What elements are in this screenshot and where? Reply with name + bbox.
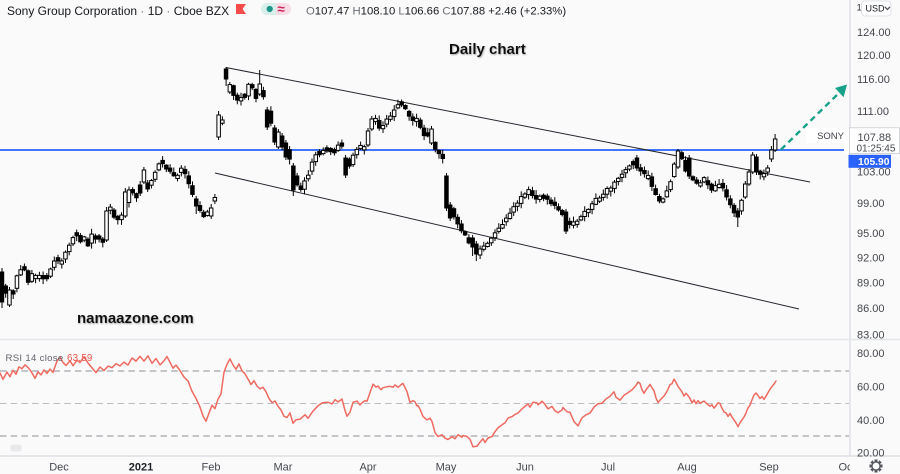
svg-text:124.00: 124.00 xyxy=(857,27,891,39)
svg-text:Jul: Jul xyxy=(601,462,615,474)
svg-text:≈: ≈ xyxy=(278,2,286,17)
svg-text:Sep: Sep xyxy=(759,462,779,474)
svg-text:20.00: 20.00 xyxy=(857,447,885,459)
svg-text:Feb: Feb xyxy=(202,462,221,474)
svg-text:namaazone.com: namaazone.com xyxy=(77,310,194,327)
svg-text:80.00: 80.00 xyxy=(857,348,885,360)
svg-text:107.88: 107.88 xyxy=(858,132,892,144)
svg-text:1: 1 xyxy=(857,3,862,14)
svg-text:Apr: Apr xyxy=(359,462,376,474)
svg-text:01:25:45: 01:25:45 xyxy=(857,143,896,154)
svg-text:86.00: 86.00 xyxy=(857,303,885,315)
svg-text:105.90: 105.90 xyxy=(858,157,890,168)
svg-text:Aug: Aug xyxy=(677,462,697,474)
svg-text:Dec: Dec xyxy=(49,462,69,474)
svg-text:Sony Group Corporation · 1D ·: Sony Group Corporation · 1D · Cboe BZX xyxy=(7,4,229,18)
svg-text:Jun: Jun xyxy=(516,462,534,474)
svg-text:95.00: 95.00 xyxy=(857,228,885,240)
svg-text:SONY: SONY xyxy=(817,131,845,142)
svg-text:RSI 14 close: RSI 14 close xyxy=(6,353,64,364)
svg-text:111.00: 111.00 xyxy=(857,106,889,118)
svg-text:Daily chart: Daily chart xyxy=(449,41,526,58)
svg-text:116.00: 116.00 xyxy=(857,74,890,86)
svg-text:2021: 2021 xyxy=(129,462,153,474)
svg-text:Oct: Oct xyxy=(838,462,855,474)
svg-text:40.00: 40.00 xyxy=(857,415,885,427)
svg-text:O107.47 H108.10 L106.66 C107.8: O107.47 H108.10 L106.66 C107.88 +2.46 (+… xyxy=(306,6,566,18)
svg-text:120.00: 120.00 xyxy=(857,50,891,62)
svg-text:Mar: Mar xyxy=(274,462,293,474)
svg-text:99.00: 99.00 xyxy=(857,198,885,210)
svg-text:USD: USD xyxy=(866,3,886,13)
svg-text:89.00: 89.00 xyxy=(857,277,885,289)
svg-text:60.00: 60.00 xyxy=(857,381,885,393)
svg-text:83.00: 83.00 xyxy=(857,329,885,341)
svg-text:May: May xyxy=(436,462,457,474)
svg-text:92.00: 92.00 xyxy=(857,252,885,264)
svg-text:103.00: 103.00 xyxy=(857,166,891,178)
svg-text:63.59: 63.59 xyxy=(67,353,93,364)
